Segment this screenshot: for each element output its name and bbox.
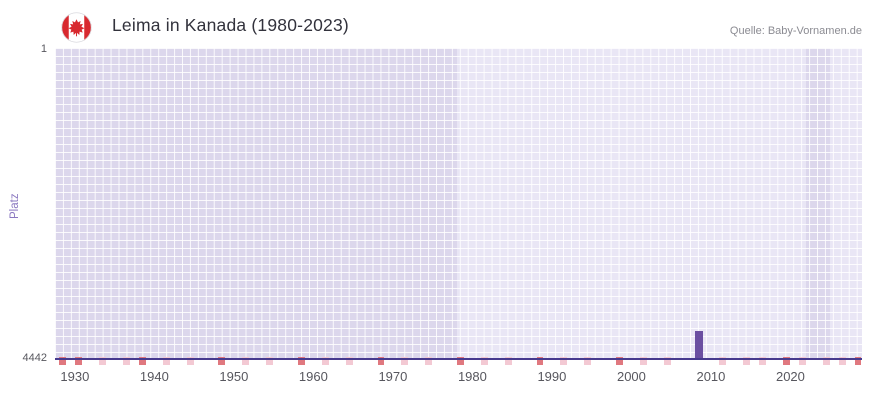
strip-cell [838, 357, 846, 365]
strip-cell [242, 357, 250, 365]
x-axis-ticks: 1930 1940 1950 1960 1970 1980 1990 2000 2010 2020 [55, 369, 862, 389]
strip-cell [377, 357, 385, 365]
strip-cell [162, 357, 170, 365]
strip-cell [297, 357, 305, 365]
x-tick-label: 1970 [378, 369, 408, 384]
strip-cell [759, 357, 767, 365]
strip-cell [425, 357, 433, 365]
strip-cell [266, 357, 274, 365]
plot-area [55, 48, 862, 365]
grid-lines [55, 48, 862, 360]
strip-cell [798, 357, 806, 365]
bars-layer [55, 48, 862, 360]
strip-cell [480, 357, 488, 365]
strip-cell [218, 357, 226, 365]
x-tick-label: 1950 [219, 369, 249, 384]
x-tick-label: 2000 [616, 369, 646, 384]
strip-cell [639, 357, 647, 365]
strip-cell [401, 357, 409, 365]
x-tick-label: 2020 [775, 369, 805, 384]
strip-cell [560, 357, 568, 365]
x-tick-label: 1960 [298, 369, 328, 384]
strip-cell [854, 357, 862, 365]
strip-cell [345, 357, 353, 365]
strip-cell [457, 357, 464, 365]
strip-layer [55, 48, 862, 365]
x-tick-label: 1940 [139, 369, 169, 384]
strip-cell [663, 357, 671, 365]
chart-title: Leima in Kanada (1980-2023) [112, 15, 349, 35]
strip-cell [822, 357, 830, 365]
strip-cell [719, 357, 727, 365]
strip-cell [321, 357, 329, 365]
strip-cell [616, 357, 623, 365]
y-tick-max: 1 [40, 43, 47, 55]
strip-cell [584, 357, 592, 365]
strip-cell [99, 357, 107, 365]
x-tick-label: 1930 [60, 369, 90, 384]
canada-flag-icon [61, 12, 92, 43]
strip-cell [186, 357, 194, 365]
source-label: Quelle: Baby-Vornamen.de [729, 25, 862, 37]
y-tick-min: 4442 [22, 352, 47, 364]
strip-cell [123, 357, 131, 365]
x-axis-baseline [55, 358, 862, 360]
x-tick-label: 1990 [537, 369, 567, 384]
y-axis-title: Platz [9, 193, 21, 219]
strip-cell [59, 357, 67, 365]
strip-cell [536, 357, 544, 365]
rank-bar [695, 331, 703, 360]
strip-cell [75, 357, 83, 365]
strip-cell [504, 357, 512, 365]
x-tick-label: 2010 [696, 369, 726, 384]
x-tick-label: 1980 [457, 369, 487, 384]
strip-cell [782, 357, 790, 365]
strip-cell [743, 357, 751, 365]
strip-cell [138, 357, 146, 365]
